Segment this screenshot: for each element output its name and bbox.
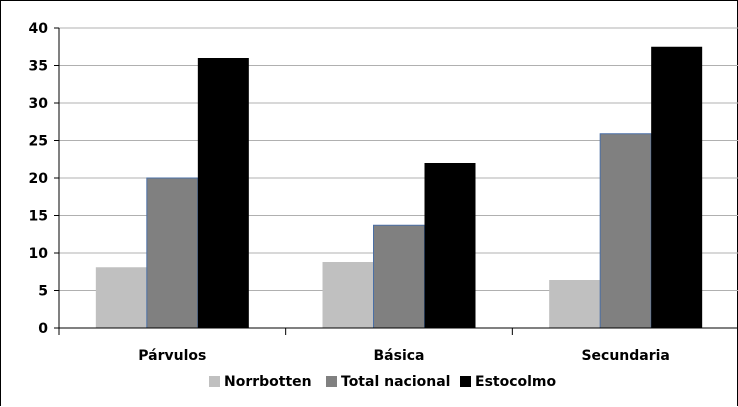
legend: Norrbotten Total nacional Estocolmo bbox=[209, 374, 557, 390]
axes bbox=[54, 27, 738, 335]
x-tick-label: Párvulos bbox=[138, 348, 206, 364]
y-tick-label: 10 bbox=[29, 246, 49, 262]
bar-total-nacional-2 bbox=[599, 133, 652, 329]
bars bbox=[95, 46, 703, 329]
bar-estocolmo-2 bbox=[651, 46, 703, 328]
y-tick-label: 35 bbox=[29, 59, 48, 75]
bar-norrbotten-1 bbox=[322, 262, 374, 328]
legend-label: Norrbotten bbox=[224, 374, 312, 390]
bar-total-nacional-1 bbox=[373, 224, 425, 329]
y-tick-label: 5 bbox=[38, 284, 48, 300]
y-tick-label: 40 bbox=[29, 21, 49, 37]
legend-label: Total nacional bbox=[341, 374, 450, 390]
bar-estocolmo-0 bbox=[197, 58, 249, 328]
legend-swatch-total-nacional bbox=[326, 376, 337, 387]
bar-estocolmo-1 bbox=[424, 163, 476, 328]
y-tick-labels: 0 5 10 15 20 25 30 35 40 bbox=[29, 21, 49, 337]
bar-norrbotten-0 bbox=[95, 267, 147, 328]
x-tick-label: Básica bbox=[374, 348, 425, 364]
legend-swatch-estocolmo bbox=[460, 376, 471, 387]
legend-swatch-norrbotten bbox=[209, 376, 220, 387]
x-tick-labels: Párvulos Básica Secundaria bbox=[138, 348, 670, 364]
y-tick-label: 20 bbox=[29, 171, 49, 187]
x-tick-label: Secundaria bbox=[581, 348, 669, 364]
bar-norrbotten-2 bbox=[549, 280, 601, 328]
y-tick-label: 0 bbox=[38, 321, 48, 337]
y-tick-label: 15 bbox=[29, 209, 48, 225]
bar-total-nacional-0 bbox=[146, 177, 199, 329]
legend-label: Estocolmo bbox=[475, 374, 557, 390]
y-tick-label: 25 bbox=[29, 134, 48, 150]
y-tick-label: 30 bbox=[29, 96, 49, 112]
